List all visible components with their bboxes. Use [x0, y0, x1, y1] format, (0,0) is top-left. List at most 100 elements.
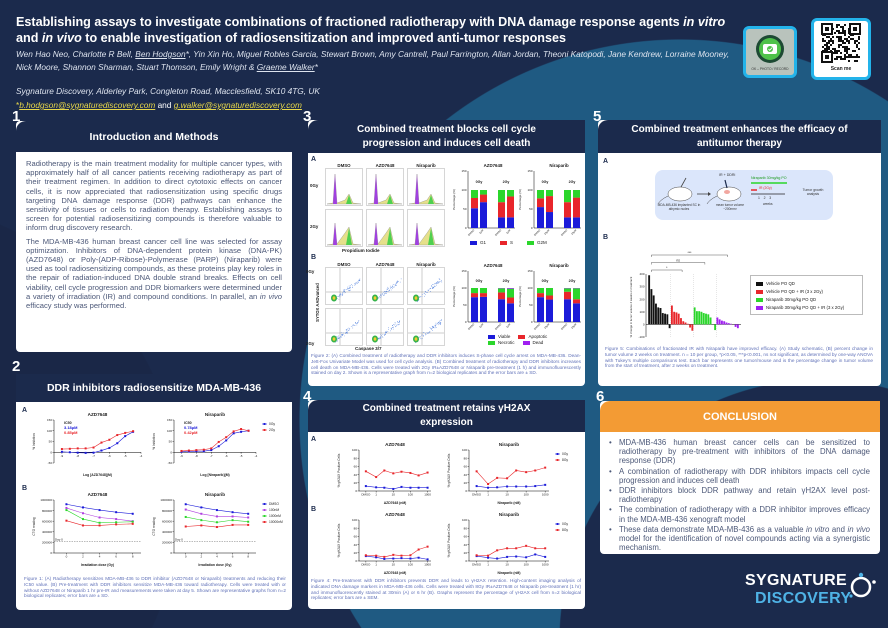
- cell-event: [392, 286, 394, 288]
- data-point: [210, 447, 213, 450]
- y-tick-label: 300: [639, 285, 644, 289]
- y-tick-label: 0: [531, 226, 533, 230]
- data-point: [544, 483, 547, 486]
- cell-event: [339, 296, 341, 298]
- series-line-1000nM: [66, 509, 133, 524]
- y-tick-label: 20: [464, 481, 468, 485]
- qr-code-icon[interactable]: [814, 21, 868, 65]
- cell-cycle-histogram: [366, 168, 404, 206]
- g1-peak: [333, 223, 337, 245]
- y-axis-label: Percentage (%): [452, 286, 456, 307]
- data-point: [98, 516, 101, 519]
- cell-event: [346, 332, 348, 333]
- y-tick-label: 20: [354, 551, 358, 555]
- corresponding-author: Ben Hodgson: [135, 49, 186, 59]
- qr-module: [842, 40, 844, 42]
- data-point: [82, 512, 84, 515]
- data-point: [534, 553, 537, 556]
- y-tick-label: 0: [531, 320, 533, 324]
- cell-event: [392, 286, 394, 288]
- qr-module: [838, 36, 840, 38]
- data-point: [84, 451, 87, 454]
- cell-event: [378, 338, 380, 340]
- plot-frame: [407, 168, 445, 206]
- series-line-0Gy: [365, 485, 428, 490]
- qr-module: [826, 48, 828, 50]
- conclusion-item: The combination of radiotherapy with a D…: [608, 505, 870, 523]
- cell-event: [352, 325, 354, 326]
- data-point: [184, 503, 187, 506]
- cell-event: [435, 324, 436, 326]
- bar-segment-G2M: [498, 190, 505, 203]
- y-tick-label: 50: [529, 303, 533, 307]
- g1-peak: [374, 223, 378, 245]
- y-tick-label: 200000: [42, 541, 52, 545]
- qr-module: [822, 38, 824, 40]
- bar-segment-Viable: [564, 299, 571, 322]
- cell-event: [439, 281, 441, 282]
- conclusion-text: model for the identification of novel co…: [619, 534, 870, 553]
- data-point: [124, 431, 127, 434]
- cell-event: [396, 281, 397, 283]
- title-text: Establishing assays to investigate combi…: [16, 15, 684, 29]
- legend-label: Dead: [532, 340, 544, 345]
- cell-event: [380, 295, 382, 296]
- legend-item: Dead: [522, 340, 544, 345]
- data-point: [392, 557, 395, 560]
- qr-module: [836, 50, 838, 52]
- legend-label: Viable: [498, 334, 511, 339]
- tumor-bar: [716, 317, 719, 325]
- cell-event: [390, 327, 392, 329]
- data-point: [184, 515, 187, 518]
- y-tick-label: 40: [464, 543, 468, 547]
- data-point: [116, 442, 119, 445]
- x-tick-label: 1000: [424, 563, 431, 567]
- cell-event: [344, 289, 345, 291]
- qr-module: [826, 36, 828, 38]
- column-label: DMSO: [337, 163, 351, 168]
- cell-event: [389, 285, 391, 287]
- section-title: DDR inhibitors radiosensitize MDA-MB-436: [16, 374, 292, 403]
- data-point: [426, 558, 429, 561]
- bar-label: 1µM: [505, 322, 511, 328]
- qr-module: [844, 54, 846, 56]
- data-point: [525, 544, 528, 547]
- legend-marker: [556, 523, 559, 525]
- cell-event: [392, 288, 393, 289]
- cell-event: [431, 328, 433, 329]
- data-point: [383, 469, 386, 472]
- cell-event: [352, 324, 354, 326]
- qr-module: [834, 50, 836, 52]
- cell-event: [352, 327, 354, 329]
- y-tick-label: 150: [47, 418, 52, 422]
- qr-code-badge[interactable]: Scan me: [811, 18, 871, 80]
- cell-event: [389, 290, 390, 291]
- x-tick-label: 0: [185, 555, 187, 559]
- cell-event: [341, 293, 343, 295]
- qr-module: [834, 48, 836, 50]
- qr-module: [842, 32, 844, 34]
- cell-population-core: [332, 296, 336, 300]
- y-tick-label: 150: [461, 169, 466, 173]
- chart-title: AZD7648: [88, 492, 108, 497]
- cell-event: [435, 325, 437, 327]
- cell-event: [429, 331, 430, 332]
- legend-label: Niraparib 30mg/kg PO QD + IR (3 x 2Gy): [766, 305, 845, 310]
- x-tick-label: DMSO: [472, 493, 482, 497]
- x-tick-label: -8: [195, 454, 198, 458]
- flow-scatter-plot: [366, 267, 404, 305]
- data-point: [515, 555, 518, 558]
- qr-module: [854, 56, 856, 58]
- section-number: 5: [593, 108, 602, 125]
- bar-label: 10µM: [543, 322, 550, 329]
- email-link-hodgson[interactable]: b.hodgson@sygnaturediscovery.com: [19, 100, 156, 110]
- cell-event: [343, 291, 344, 293]
- ic50-annotation: 0.85µM: [64, 430, 78, 435]
- y-axis-label: Percentage (%): [452, 189, 456, 210]
- x-axis-label: Irradiation dose (Gy): [198, 563, 231, 567]
- cell-event: [357, 321, 359, 323]
- data-point: [231, 523, 234, 526]
- email-link-walker[interactable]: g.walker@sygnaturediscovery.com: [173, 100, 302, 110]
- cell-cycle-histogram: [407, 209, 445, 247]
- cell-event: [379, 293, 381, 295]
